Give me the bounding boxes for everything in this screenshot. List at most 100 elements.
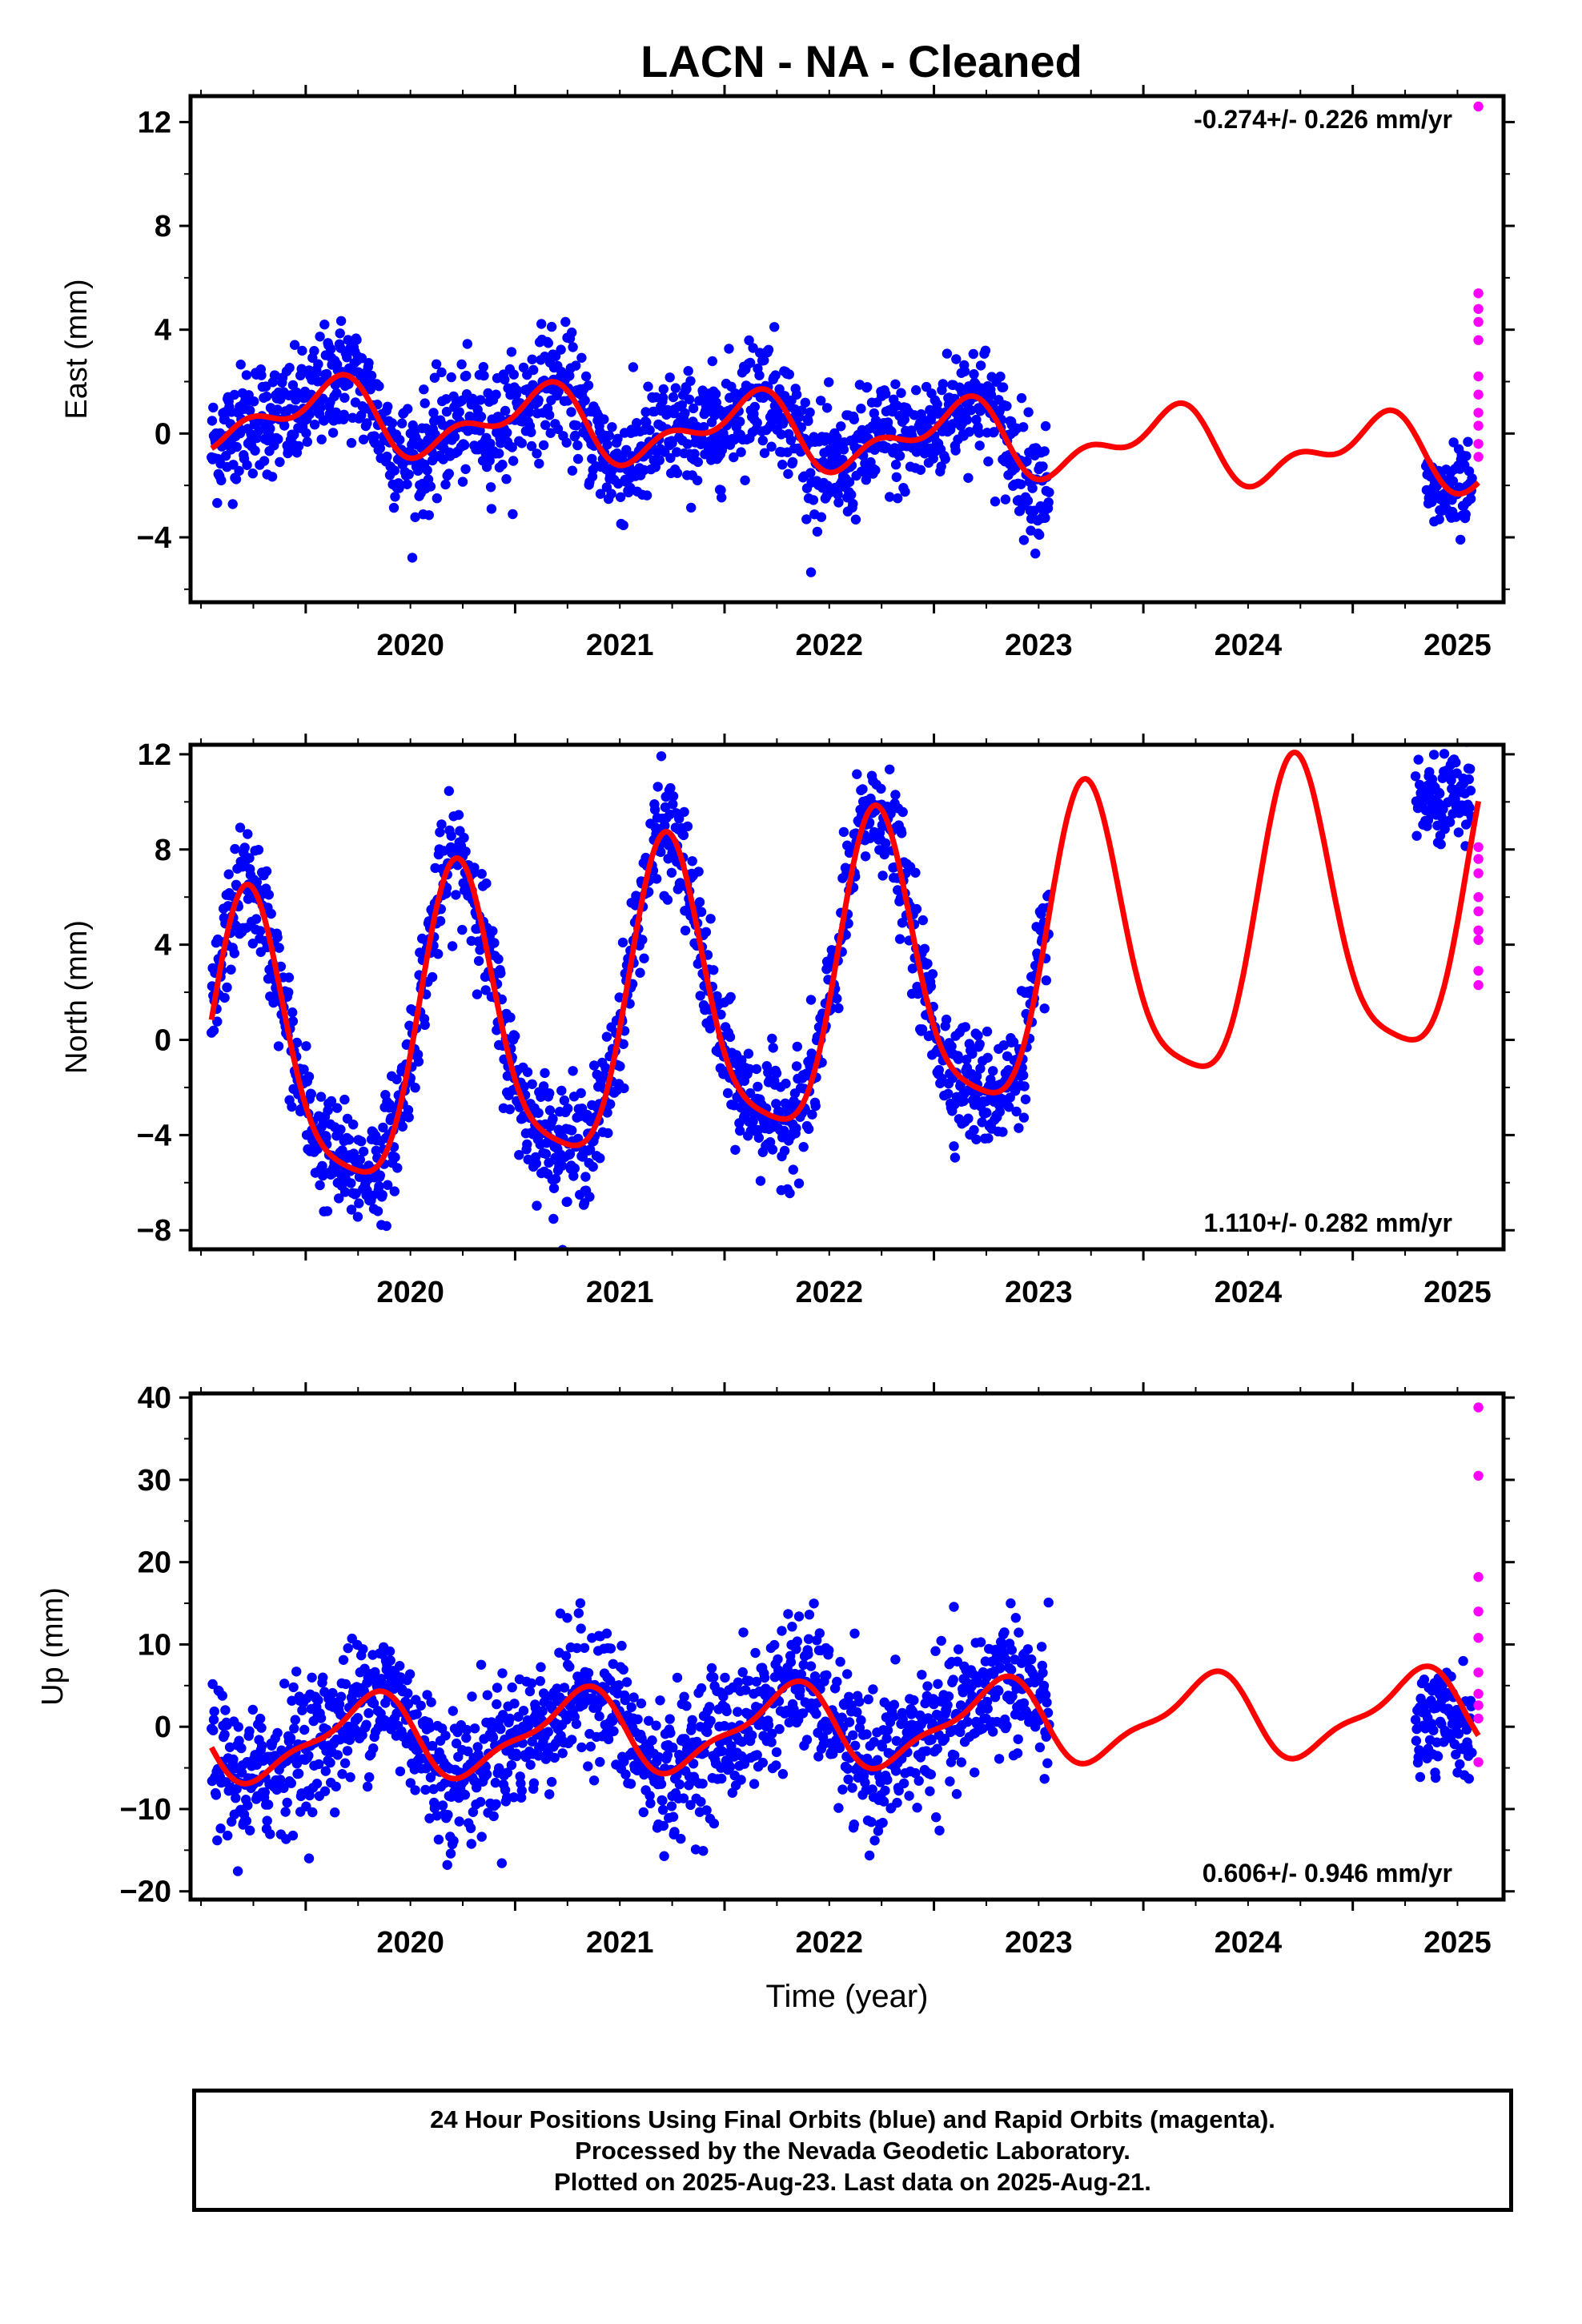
final-orbit-point [272, 932, 283, 943]
final-orbit-point [613, 1680, 624, 1691]
final-orbit-point [1042, 1758, 1053, 1768]
final-orbit-point [687, 1715, 697, 1725]
final-orbit-point [1040, 1690, 1051, 1700]
final-orbit-point [628, 1692, 639, 1703]
final-orbit-point [726, 1741, 737, 1751]
final-orbit-point [371, 1145, 381, 1156]
final-orbit-point [562, 1613, 572, 1623]
final-orbit-point [507, 1682, 517, 1693]
final-orbit-point [334, 1193, 344, 1204]
panel-east-y-axis-label: East (mm) [60, 279, 94, 419]
final-orbit-point [737, 1667, 748, 1678]
final-orbit-point [1014, 1123, 1024, 1133]
final-orbit-point [934, 1064, 945, 1076]
final-orbit-point [745, 1088, 756, 1099]
final-orbit-point [709, 1672, 719, 1683]
final-orbit-point [881, 838, 891, 849]
final-orbit-point [672, 1672, 683, 1683]
final-orbit-point [717, 493, 727, 503]
final-orbit-point [346, 437, 357, 448]
final-orbit-point [999, 1627, 1010, 1638]
final-orbit-point [735, 1125, 745, 1136]
final-orbit-point [576, 1088, 586, 1099]
final-orbit-point [844, 476, 855, 488]
final-orbit-point [897, 1714, 908, 1725]
footer-line-1: 24 Hour Positions Using Final Orbits (bl… [430, 2105, 1275, 2133]
final-orbit-point [812, 526, 823, 537]
final-orbit-point [340, 1679, 351, 1690]
final-orbit-point [763, 344, 774, 355]
final-orbit-point [1000, 494, 1011, 505]
final-orbit-point [1419, 1675, 1430, 1685]
final-orbit-point [417, 1753, 428, 1763]
final-orbit-point [854, 1696, 865, 1707]
final-orbit-point [753, 1132, 764, 1144]
final-orbit-point [995, 372, 1006, 382]
final-orbit-point [719, 1721, 729, 1731]
final-orbit-point [1448, 437, 1459, 448]
final-orbit-point [904, 1791, 914, 1801]
final-orbit-point [446, 372, 456, 383]
panel-east-model-curve [210, 372, 1480, 497]
x-tick-label: 2020 [376, 629, 444, 662]
final-orbit-point [945, 1776, 955, 1787]
rapid-orbit-point [1473, 892, 1484, 903]
rapid-orbit-point [1473, 1402, 1484, 1413]
final-orbit-point [1465, 764, 1476, 774]
final-orbit-point [849, 414, 860, 424]
final-orbit-point [595, 1153, 605, 1164]
final-orbit-point [958, 1096, 969, 1107]
final-orbit-point [926, 1769, 937, 1779]
final-orbit-point [230, 843, 240, 854]
final-orbit-point [850, 1740, 861, 1751]
final-orbit-point [462, 339, 472, 349]
final-orbit-point [740, 475, 750, 485]
final-orbit-point [683, 366, 693, 376]
final-orbit-point [588, 1060, 600, 1071]
final-orbit-point [890, 460, 901, 470]
final-orbit-point [1043, 497, 1054, 508]
final-orbit-point [508, 456, 519, 466]
final-orbit-point [562, 1196, 572, 1207]
final-orbit-point [518, 1706, 529, 1716]
final-orbit-point [287, 1830, 299, 1841]
final-orbit-point [707, 356, 717, 367]
final-orbit-point [868, 1684, 878, 1695]
final-orbit-point [416, 1700, 426, 1711]
final-orbit-point [272, 404, 283, 415]
final-orbit-point [1455, 1759, 1465, 1770]
final-orbit-point [898, 1778, 909, 1789]
x-tick-label: 2023 [1005, 1276, 1073, 1309]
final-orbit-point [733, 1677, 744, 1687]
final-orbit-point [403, 1688, 413, 1699]
final-orbit-point [998, 1127, 1008, 1137]
final-orbit-point [641, 490, 652, 501]
final-orbit-point [538, 440, 549, 451]
final-orbit-point [595, 489, 606, 499]
final-orbit-point [899, 414, 910, 424]
final-orbit-point [342, 352, 352, 363]
final-orbit-point [497, 460, 508, 470]
final-orbit-point [757, 1757, 768, 1768]
final-orbit-point [718, 1691, 729, 1702]
final-orbit-point [1456, 534, 1466, 545]
final-orbit-point [212, 1835, 223, 1846]
final-orbit-point [303, 1853, 315, 1864]
y-tick-label: −10 [120, 1793, 171, 1827]
final-orbit-point [657, 392, 669, 403]
final-orbit-point [512, 385, 523, 396]
final-orbit-point [619, 1756, 629, 1767]
final-orbit-point [346, 1178, 356, 1188]
final-orbit-point [616, 1640, 627, 1651]
final-orbit-point [909, 1695, 919, 1706]
final-orbit-point [454, 407, 464, 417]
final-orbit-point [457, 924, 468, 935]
final-orbit-point [283, 972, 295, 983]
final-orbit-point [441, 394, 452, 404]
final-orbit-point [936, 1635, 946, 1647]
final-orbit-point [1464, 774, 1475, 785]
y-tick-label: −8 [137, 1214, 171, 1248]
final-orbit-point [821, 403, 833, 413]
final-orbit-point [335, 1691, 347, 1702]
